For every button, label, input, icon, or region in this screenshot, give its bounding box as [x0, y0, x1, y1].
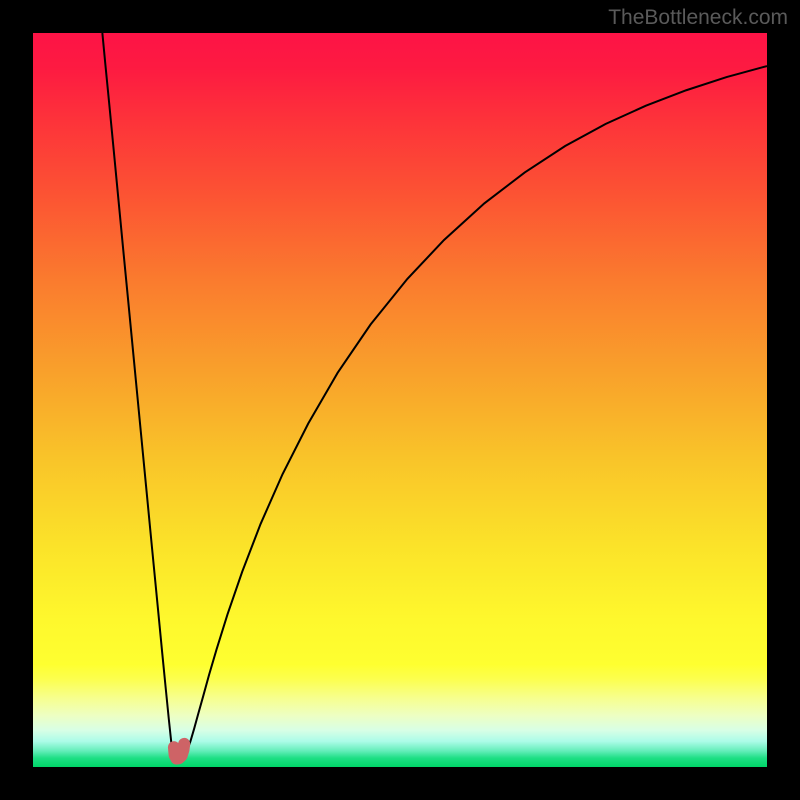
- watermark-text: TheBottleneck.com: [608, 6, 788, 30]
- plot-area: [33, 33, 767, 767]
- gradient-background: [33, 33, 767, 767]
- plot-svg: [33, 33, 767, 767]
- pill-marker: [174, 744, 184, 759]
